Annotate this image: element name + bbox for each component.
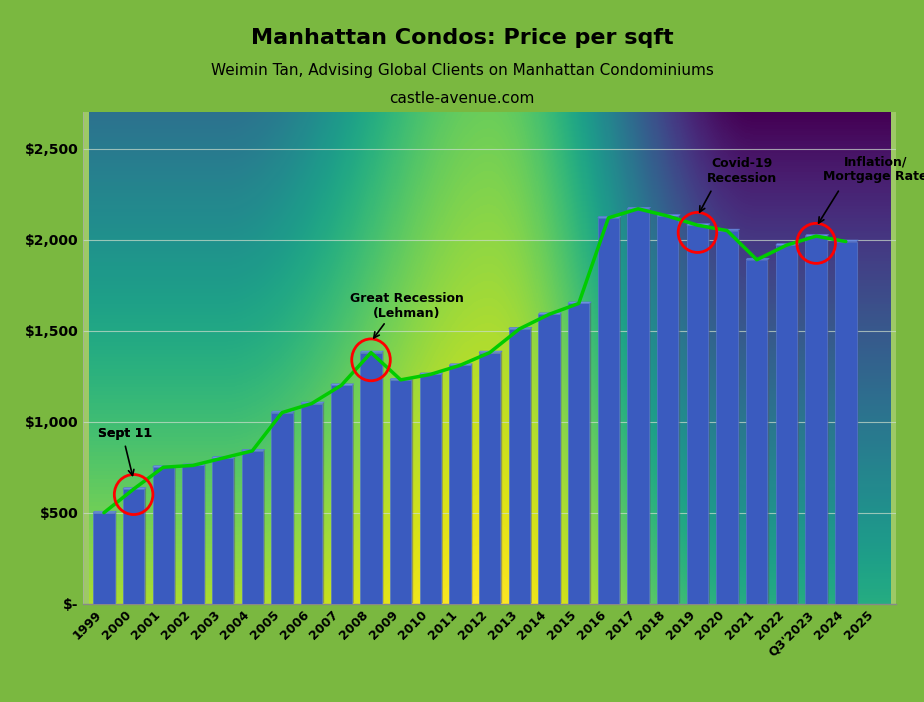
Bar	[390, 380, 411, 604]
Polygon shape	[797, 244, 799, 604]
Polygon shape	[598, 216, 621, 218]
Polygon shape	[835, 240, 858, 241]
Polygon shape	[560, 314, 562, 604]
Bar	[479, 352, 501, 604]
Polygon shape	[212, 457, 235, 458]
Bar	[687, 225, 708, 604]
Polygon shape	[182, 464, 205, 465]
Polygon shape	[687, 224, 710, 225]
Bar	[182, 465, 203, 604]
Bar	[598, 218, 619, 604]
Text: Sept 11: Sept 11	[98, 427, 152, 440]
Bar	[657, 216, 678, 604]
Polygon shape	[479, 351, 502, 352]
Bar	[539, 314, 560, 604]
Polygon shape	[411, 379, 413, 604]
Polygon shape	[352, 385, 354, 604]
Bar	[509, 329, 530, 604]
Bar	[123, 489, 144, 604]
Polygon shape	[857, 241, 858, 604]
Polygon shape	[768, 259, 770, 604]
Polygon shape	[234, 458, 235, 604]
Bar	[835, 241, 857, 604]
Polygon shape	[272, 411, 295, 413]
Polygon shape	[419, 373, 443, 374]
Text: Manhattan Condos: Price per sqft: Manhattan Condos: Price per sqft	[250, 28, 674, 48]
Text: Inflation/
Mortgage Rate: Inflation/ Mortgage Rate	[823, 155, 924, 183]
Polygon shape	[568, 302, 591, 303]
Bar	[360, 352, 382, 604]
Polygon shape	[737, 230, 739, 604]
Polygon shape	[627, 207, 650, 208]
Polygon shape	[501, 352, 502, 604]
Polygon shape	[746, 258, 770, 260]
Polygon shape	[827, 235, 829, 604]
Bar	[331, 385, 352, 604]
Polygon shape	[619, 217, 621, 604]
Bar	[449, 365, 470, 604]
Polygon shape	[449, 364, 472, 365]
Polygon shape	[590, 303, 591, 604]
Polygon shape	[530, 328, 532, 604]
Polygon shape	[144, 489, 146, 604]
Polygon shape	[263, 450, 265, 604]
Polygon shape	[152, 465, 176, 468]
Polygon shape	[115, 512, 116, 604]
Text: Sept 11: Sept 11	[98, 427, 152, 440]
Polygon shape	[301, 402, 324, 404]
Bar	[93, 512, 115, 604]
Polygon shape	[123, 488, 146, 489]
Bar	[776, 245, 797, 604]
Polygon shape	[293, 412, 295, 604]
Polygon shape	[649, 208, 650, 604]
Polygon shape	[716, 229, 739, 231]
Polygon shape	[174, 467, 176, 604]
Polygon shape	[509, 327, 532, 329]
Bar	[242, 451, 263, 604]
Text: Weimin Tan, Advising Global Clients on Manhattan Condominiums: Weimin Tan, Advising Global Clients on M…	[211, 63, 713, 78]
Polygon shape	[776, 244, 799, 245]
Bar	[716, 231, 737, 604]
Bar	[212, 458, 234, 604]
Text: Covid-19
Recession: Covid-19 Recession	[707, 157, 777, 185]
Bar	[301, 404, 322, 604]
Polygon shape	[390, 378, 413, 380]
Polygon shape	[360, 351, 383, 352]
Bar	[272, 413, 293, 604]
Polygon shape	[708, 225, 710, 604]
Polygon shape	[806, 234, 829, 236]
Polygon shape	[657, 215, 680, 216]
Polygon shape	[331, 384, 354, 385]
Bar	[152, 468, 174, 604]
Polygon shape	[539, 313, 562, 314]
Polygon shape	[441, 373, 443, 604]
Polygon shape	[322, 403, 324, 604]
Bar	[568, 303, 590, 604]
Polygon shape	[242, 449, 265, 451]
Bar	[746, 260, 768, 604]
Polygon shape	[93, 511, 116, 512]
Bar	[627, 208, 649, 604]
Polygon shape	[203, 465, 205, 604]
Bar	[419, 374, 441, 604]
Text: Great Recession
(Lehman): Great Recession (Lehman)	[349, 292, 464, 320]
Polygon shape	[470, 364, 472, 604]
Bar	[806, 236, 827, 604]
Text: castle-avenue.com: castle-avenue.com	[389, 91, 535, 106]
Polygon shape	[382, 352, 383, 604]
Polygon shape	[678, 216, 680, 604]
